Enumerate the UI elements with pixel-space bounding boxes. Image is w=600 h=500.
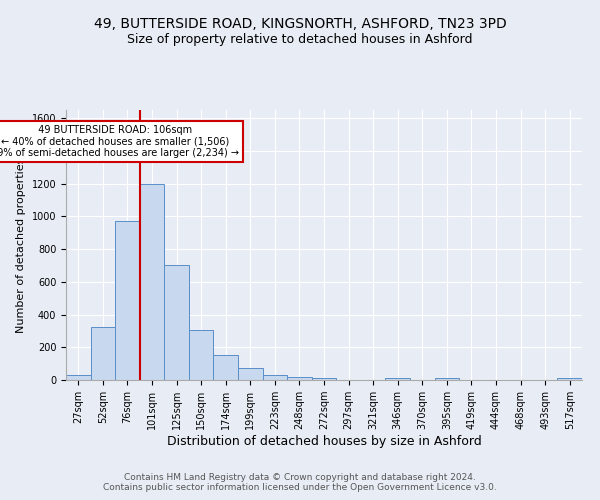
- Bar: [115, 222, 140, 380]
- Bar: [140, 184, 164, 380]
- X-axis label: Distribution of detached houses by size in Ashford: Distribution of detached houses by size …: [167, 435, 481, 448]
- Text: 49, BUTTERSIDE ROAD, KINGSNORTH, ASHFORD, TN23 3PD: 49, BUTTERSIDE ROAD, KINGSNORTH, ASHFORD…: [94, 18, 506, 32]
- Bar: [189, 330, 214, 380]
- Bar: [312, 378, 336, 380]
- Text: Size of property relative to detached houses in Ashford: Size of property relative to detached ho…: [127, 32, 473, 46]
- Y-axis label: Number of detached properties: Number of detached properties: [16, 158, 26, 332]
- Bar: [164, 266, 189, 380]
- Bar: [434, 378, 459, 380]
- Bar: [385, 378, 410, 380]
- Text: 49 BUTTERSIDE ROAD: 106sqm  
← 40% of detached houses are smaller (1,506)
59% of: 49 BUTTERSIDE ROAD: 106sqm ← 40% of deta…: [0, 124, 239, 158]
- Bar: [91, 327, 115, 380]
- Bar: [557, 378, 582, 380]
- Bar: [66, 376, 91, 380]
- Bar: [214, 354, 238, 380]
- Text: Contains HM Land Registry data © Crown copyright and database right 2024.
Contai: Contains HM Land Registry data © Crown c…: [103, 473, 497, 492]
- Bar: [287, 376, 312, 380]
- Bar: [263, 376, 287, 380]
- Bar: [238, 368, 263, 380]
